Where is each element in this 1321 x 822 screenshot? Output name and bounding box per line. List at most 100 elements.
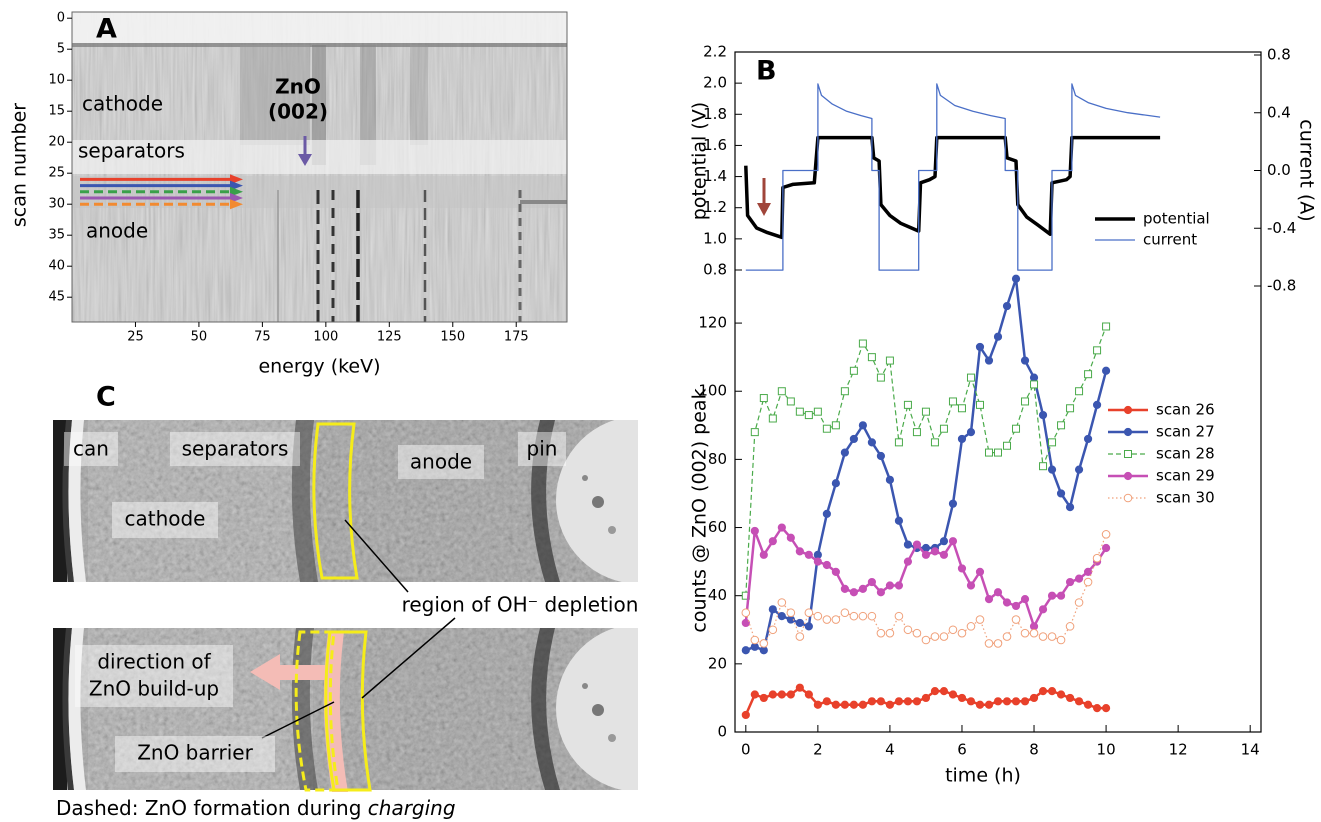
marker bbox=[903, 400, 912, 409]
marker bbox=[876, 697, 886, 706]
legend-label: current bbox=[1143, 231, 1197, 249]
legend-marker bbox=[1124, 450, 1132, 458]
marker bbox=[1083, 434, 1093, 444]
marker bbox=[1038, 605, 1048, 614]
marker bbox=[1020, 628, 1030, 638]
marker bbox=[795, 683, 804, 692]
marker bbox=[903, 697, 913, 706]
caption-emphasis: charging bbox=[368, 796, 456, 820]
marker bbox=[1056, 489, 1066, 498]
marker bbox=[822, 615, 832, 624]
marker bbox=[939, 537, 949, 546]
marker bbox=[777, 598, 787, 607]
image-line bbox=[520, 200, 567, 204]
marker bbox=[759, 394, 768, 403]
marker bbox=[894, 438, 903, 447]
marker bbox=[858, 584, 867, 593]
image-band bbox=[410, 45, 428, 145]
marker bbox=[858, 611, 868, 621]
y-tick-label: 45 bbox=[48, 290, 65, 305]
marker bbox=[1065, 577, 1075, 587]
label-box bbox=[170, 432, 300, 466]
marker bbox=[1039, 462, 1048, 471]
marker bbox=[885, 700, 895, 709]
y-tick-label: 80 bbox=[708, 450, 727, 468]
buildup-label: direction of bbox=[97, 650, 211, 674]
marker bbox=[858, 700, 867, 709]
image-frame bbox=[71, 11, 568, 323]
y-tick-label: 30 bbox=[48, 197, 65, 212]
panel-label: A bbox=[96, 14, 117, 45]
y2-tick-label: 0.8 bbox=[1267, 46, 1291, 64]
marker bbox=[912, 428, 921, 437]
marker bbox=[840, 584, 849, 593]
marker bbox=[849, 700, 858, 709]
leader-line bbox=[344, 519, 409, 593]
marker bbox=[948, 625, 958, 635]
marker bbox=[786, 397, 795, 406]
marker bbox=[1047, 632, 1057, 641]
buildup-arrow bbox=[276, 665, 338, 680]
marker bbox=[813, 611, 823, 621]
marker bbox=[813, 557, 822, 566]
legend-label: scan 26 bbox=[1156, 401, 1215, 419]
y-axis-label: potential (V) bbox=[689, 102, 711, 220]
marker bbox=[741, 646, 750, 655]
x-tick-label: 75 bbox=[254, 330, 271, 345]
x-tick-label: 6 bbox=[957, 741, 967, 759]
marker bbox=[759, 639, 769, 648]
marker bbox=[741, 618, 750, 628]
pin-spot bbox=[608, 526, 616, 534]
marker bbox=[1074, 697, 1084, 706]
marker bbox=[1057, 421, 1066, 430]
legend-marker bbox=[1123, 427, 1133, 437]
annotation-arrow-head bbox=[757, 203, 771, 216]
image-top-rows bbox=[72, 12, 567, 43]
y-tick-label: 20 bbox=[708, 654, 727, 672]
marker bbox=[885, 581, 895, 590]
x-tick-label: 25 bbox=[127, 330, 144, 345]
charging-outline bbox=[294, 630, 340, 792]
marker bbox=[1002, 301, 1012, 311]
marker bbox=[786, 533, 795, 542]
marker bbox=[1056, 635, 1066, 645]
x-tick-label: 2 bbox=[813, 741, 823, 759]
marker bbox=[840, 448, 849, 457]
marker bbox=[921, 693, 931, 703]
y-axis-label: counts @ ZnO (002) peak bbox=[689, 388, 711, 632]
marker bbox=[957, 564, 967, 573]
y-tick-label: 1.2 bbox=[703, 198, 727, 216]
x-tick-label: 0 bbox=[741, 741, 751, 759]
y-tick-label: 2.2 bbox=[703, 43, 727, 61]
marker bbox=[777, 523, 786, 532]
marker bbox=[930, 438, 939, 447]
x-axis-label: energy (keV) bbox=[258, 356, 380, 378]
x-tick-label: 10 bbox=[1097, 741, 1116, 759]
marker bbox=[777, 612, 786, 621]
marker bbox=[948, 690, 958, 699]
y-tick-label: 20 bbox=[48, 135, 65, 150]
marker bbox=[930, 632, 940, 641]
label-box bbox=[112, 502, 218, 538]
peak-label: ZnO bbox=[275, 75, 321, 99]
label-box bbox=[518, 432, 566, 466]
marker bbox=[885, 475, 895, 484]
marker bbox=[1011, 697, 1021, 706]
legend-marker bbox=[1123, 471, 1133, 481]
region-label: anode bbox=[410, 450, 472, 474]
marker bbox=[975, 700, 985, 709]
image-band bbox=[360, 45, 376, 165]
marker bbox=[849, 366, 858, 375]
marker bbox=[849, 588, 858, 597]
marker bbox=[741, 608, 751, 618]
marker bbox=[849, 434, 858, 444]
region-label: separators bbox=[182, 437, 289, 461]
marker bbox=[1074, 465, 1084, 474]
marker bbox=[777, 690, 786, 699]
marker bbox=[822, 509, 831, 519]
y-tick-label: 40 bbox=[48, 259, 65, 274]
y-tick-label: 0 bbox=[57, 11, 65, 26]
marker bbox=[993, 697, 1003, 706]
marker bbox=[1038, 687, 1048, 696]
marker bbox=[813, 550, 822, 559]
